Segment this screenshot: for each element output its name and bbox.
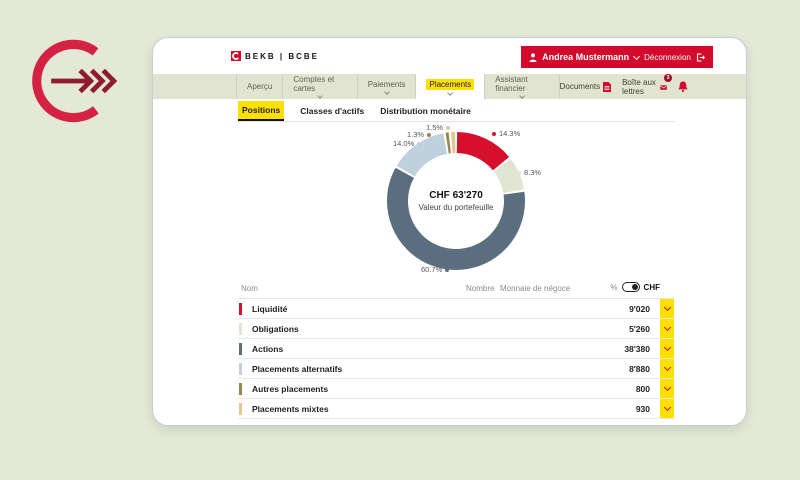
legend-dot xyxy=(445,267,450,272)
row-value: 38'380 xyxy=(624,343,650,354)
bekb-arrow-logo xyxy=(32,39,118,123)
document-icon xyxy=(603,81,612,92)
mailbox-button[interactable]: Boîte aux lettres 3 xyxy=(622,73,672,96)
portfolio-donut-chart xyxy=(387,132,525,270)
chevron-down-icon xyxy=(317,93,323,99)
nav-item-comptes-et-cartes[interactable]: Comptes et cartes xyxy=(283,74,358,99)
donut-label-liquidite: 14.3% xyxy=(492,129,520,138)
chevron-down-icon xyxy=(519,93,525,99)
expand-row-button[interactable] xyxy=(662,383,672,394)
chevron-down-icon xyxy=(663,343,671,352)
legend-dot xyxy=(446,125,451,130)
donut-label-placements-alternatifs: 14.0% xyxy=(393,139,422,148)
expand-row-button[interactable] xyxy=(662,343,672,354)
chevron-down-icon xyxy=(663,363,671,372)
row-label: Autres placements xyxy=(252,383,329,394)
unit-toggle[interactable]: % CHF xyxy=(610,282,660,292)
row-color-bar xyxy=(239,342,242,355)
expand-row-button[interactable] xyxy=(662,303,672,314)
table-row-placements-alternatifs[interactable]: Placements alternatifs 8'880 xyxy=(238,359,674,379)
bekb-logo-text: BEKB | BCBE xyxy=(245,51,320,61)
row-value: 9'020 xyxy=(629,303,650,314)
row-label: Placements alternatifs xyxy=(252,363,343,374)
chevron-down-icon xyxy=(383,88,390,95)
documents-button[interactable]: Documents xyxy=(560,81,612,92)
legend-dot xyxy=(417,141,422,146)
bekb-logo-icon xyxy=(231,51,241,61)
positions-table-header: Nom Nombre Monnaie de négoce % CHF xyxy=(238,282,674,296)
row-color-bar xyxy=(239,302,242,315)
bell-icon xyxy=(678,81,688,92)
percent-chf-toggle[interactable] xyxy=(621,282,640,292)
user-name: Andrea Mustermann xyxy=(542,52,630,62)
chevron-down-icon xyxy=(663,323,671,332)
donut-label-autres-placements: 1.3% xyxy=(407,130,432,139)
positions-table: Liquidité 9'020 Obligations 5'260 Action… xyxy=(238,298,674,419)
mailbox-badge: 3 xyxy=(664,73,672,82)
row-label: Actions xyxy=(252,343,284,354)
expand-column xyxy=(660,299,674,419)
donut-label-obligations: 8.3% xyxy=(517,168,541,177)
nav-item-placements[interactable]: Placements xyxy=(416,74,486,99)
tab-distribution-monetaire[interactable]: Distribution monétaire xyxy=(380,106,471,116)
tab-classes-actifs[interactable]: Classes d'actifs xyxy=(300,106,365,116)
legend-dot xyxy=(427,132,432,137)
row-value: 930 xyxy=(635,403,650,414)
chevron-down-icon xyxy=(633,52,641,60)
nav-item-apercu[interactable]: Aperçu xyxy=(236,74,284,99)
user-icon xyxy=(529,52,537,62)
logout-icon xyxy=(696,52,705,62)
row-label: Obligations xyxy=(252,323,299,334)
ebanking-window: BEKB | BCBE Andrea Mustermann Déconnexio… xyxy=(152,37,747,426)
row-color-bar xyxy=(239,362,242,375)
brand-bar: BEKB | BCBE Andrea Mustermann Déconnexio… xyxy=(153,38,746,74)
row-value: 8'880 xyxy=(629,363,650,374)
row-value: 5'260 xyxy=(629,323,650,334)
unit-chf-label: CHF xyxy=(643,282,660,292)
table-row-autres-placements[interactable]: Autres placements 800 xyxy=(238,379,674,399)
table-row-actions[interactable]: Actions 38'380 xyxy=(238,339,674,359)
unit-percent-label: % xyxy=(610,282,618,292)
row-label: Placements mixtes xyxy=(252,403,329,414)
row-color-bar xyxy=(239,322,242,335)
main-nav: Aperçu Comptes et cartes Paiements Place… xyxy=(153,73,746,99)
donut-label-actions: 60.7% xyxy=(421,265,450,274)
notifications-button[interactable] xyxy=(678,81,688,92)
donut-label-placements-mixtes: 1.5% xyxy=(426,123,451,132)
chevron-down-icon xyxy=(447,89,454,96)
expand-row-button[interactable] xyxy=(662,363,672,374)
user-menu[interactable]: Andrea Mustermann Déconnexion xyxy=(521,46,713,68)
nav-item-paiements[interactable]: Paiements xyxy=(358,74,417,99)
row-label: Liquidité xyxy=(252,303,288,314)
portfolio-subnav: Positions Classes d'actifs Distribution … xyxy=(238,101,674,122)
nav-tools: Documents Boîte aux lettres 3 xyxy=(560,73,746,99)
nav-item-assistant-financier[interactable]: Assistant financier xyxy=(485,74,560,99)
table-row-placements-mixtes[interactable]: Placements mixtes 930 xyxy=(238,399,674,419)
bekb-bcbe-logo[interactable]: BEKB | BCBE xyxy=(231,51,319,61)
chevron-down-icon xyxy=(663,383,671,392)
legend-dot xyxy=(492,131,496,136)
chevron-down-icon xyxy=(663,403,671,412)
table-row-liquidite[interactable]: Liquidité 9'020 xyxy=(238,299,674,319)
chevron-down-icon xyxy=(663,303,671,312)
row-value: 800 xyxy=(635,383,650,394)
legend-dot xyxy=(517,170,521,175)
column-header-name: Nom xyxy=(241,284,258,293)
column-header-currency: Monnaie de négoce xyxy=(500,284,571,293)
table-row-obligations[interactable]: Obligations 5'260 xyxy=(238,319,674,339)
row-color-bar xyxy=(239,382,242,395)
row-color-bar xyxy=(239,402,242,415)
column-header-number: Nombre xyxy=(466,284,495,293)
tab-positions[interactable]: Positions xyxy=(238,101,285,121)
expand-row-button[interactable] xyxy=(662,403,672,414)
logout-button[interactable]: Déconnexion xyxy=(644,52,691,62)
expand-row-button[interactable] xyxy=(662,323,672,334)
toggle-knob xyxy=(631,284,638,290)
mailbox-icon xyxy=(660,84,667,90)
